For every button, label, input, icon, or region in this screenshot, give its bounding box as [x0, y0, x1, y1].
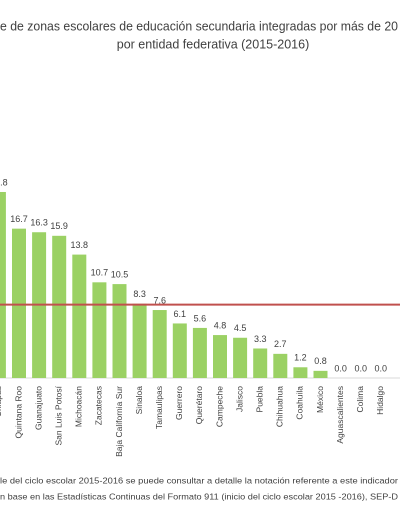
value-label: 16.7: [10, 214, 28, 224]
bar: [72, 254, 87, 378]
bar: [213, 335, 227, 378]
x-tick-label: Zacatecas: [94, 386, 104, 425]
x-tick-label: Chiapas: [0, 386, 3, 417]
x-tick-label: Campeche: [214, 386, 224, 427]
bar: [233, 337, 248, 378]
x-tick-label: México: [315, 386, 325, 413]
value-label: 2.7: [274, 339, 287, 349]
x-tick-label: Hidalgo: [375, 386, 385, 415]
x-tick-label: San Luis Potosí: [53, 385, 63, 445]
bar: [313, 370, 328, 378]
value-label: 0.0: [354, 363, 367, 373]
bar: [273, 353, 288, 378]
value-label: 8.3: [133, 289, 146, 299]
value-label: 0.0: [375, 363, 388, 373]
bar: [172, 323, 187, 378]
footnote: le del ciclo escolar 2015-2016 se puede …: [0, 475, 398, 485]
bar: [192, 327, 207, 378]
bar: [12, 228, 26, 378]
x-tick-label: Sinaloa: [134, 386, 144, 415]
x-tick-label: Guanajuato: [33, 386, 43, 430]
value-label: 16.3: [30, 218, 48, 228]
value-label: 0.8: [314, 356, 327, 366]
x-tick-label: Chihuahua: [275, 386, 285, 427]
x-tick-label: Aguascalientes: [335, 386, 345, 444]
value-label: 7.6: [153, 295, 166, 305]
value-label: 4.5: [234, 323, 247, 333]
chart-title: e de zonas escolares de educación secund…: [0, 19, 398, 33]
x-tick-label: Jalisco: [234, 386, 244, 412]
bar: [132, 303, 147, 378]
value-label: 3.3: [254, 334, 267, 344]
value-label: 10.5: [111, 269, 129, 279]
value-label: 0.0: [334, 363, 347, 373]
bar: [152, 310, 167, 378]
value-label: 6.1: [174, 309, 187, 319]
x-tick-label: Guerrero: [174, 386, 184, 420]
bar: [253, 348, 268, 378]
value-label: 1.2: [294, 353, 307, 363]
value-label: 10.7: [91, 268, 109, 278]
x-tick-label: Puebla: [254, 386, 264, 413]
value-label: 5.6: [194, 313, 207, 323]
chart-title: por entidad federativa (2015-2016): [117, 37, 310, 51]
bar: [92, 282, 107, 378]
x-tick-label: Colima: [355, 386, 365, 413]
value-label: 15.9: [50, 221, 68, 231]
bar: [52, 235, 67, 378]
value-label: 4.8: [214, 320, 227, 330]
value-label: 20.8: [0, 177, 8, 187]
bar: [0, 191, 6, 378]
value-label: 13.8: [71, 240, 89, 250]
x-tick-label: Michoacán: [74, 386, 84, 427]
x-tick-label: Quintana Roo: [13, 386, 23, 439]
footnote: n base en las Estadísticas Continuas del…: [0, 491, 398, 501]
x-tick-label: Coahuila: [295, 386, 305, 420]
x-tick-label: Tamaulipas: [154, 386, 164, 429]
x-tick-label: Baja California Sur: [114, 386, 124, 457]
x-tick-label: Querétaro: [194, 386, 204, 425]
bar: [293, 367, 308, 378]
bar: [112, 284, 127, 378]
